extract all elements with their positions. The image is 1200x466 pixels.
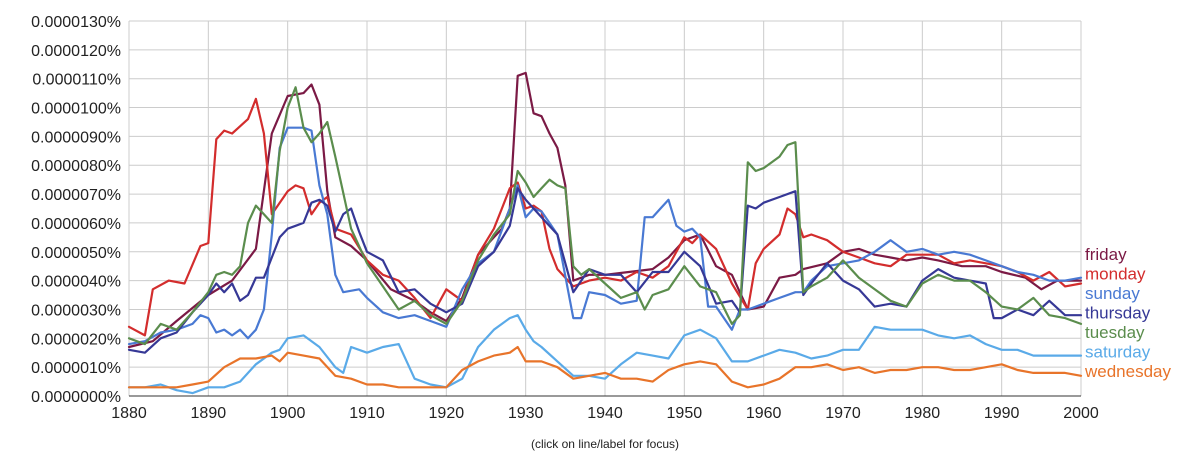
legend-label-saturday[interactable]: saturday bbox=[1085, 343, 1151, 362]
series-line-sunday[interactable] bbox=[127, 126, 1083, 346]
y-tick-label: 0.0000120% bbox=[31, 43, 121, 60]
y-tick-label: 0.0000100% bbox=[31, 101, 121, 118]
x-tick-label: 1890 bbox=[191, 405, 227, 422]
x-tick-label: 1900 bbox=[270, 405, 306, 422]
x-tick-label: 1920 bbox=[429, 405, 465, 422]
y-tick-label: 0.0000000% bbox=[31, 389, 121, 406]
x-tick-label: 2000 bbox=[1063, 405, 1099, 422]
x-tick-label: 1990 bbox=[984, 405, 1020, 422]
x-tick-label: 1980 bbox=[905, 405, 941, 422]
y-tick-label: 0.0000060% bbox=[31, 216, 121, 233]
y-tick-label: 0.0000070% bbox=[31, 187, 121, 204]
x-tick-label: 1950 bbox=[667, 405, 703, 422]
y-tick-label: 0.0000050% bbox=[31, 245, 121, 262]
y-tick-label: 0.0000030% bbox=[31, 302, 121, 319]
y-axis-ticks: 0.0000000% 0.0000010% 0.0000020% 0.0000030%… bbox=[31, 14, 121, 406]
series-line-thursday[interactable] bbox=[127, 187, 1083, 354]
x-tick-label: 1940 bbox=[587, 405, 623, 422]
focus-hint-caption: (click on line/label for focus) bbox=[531, 437, 679, 451]
legend-label-wednesday[interactable]: wednesday bbox=[1084, 362, 1172, 381]
series-line-monday[interactable] bbox=[127, 97, 1083, 337]
legend-label-thursday[interactable]: thursday bbox=[1085, 304, 1151, 323]
series-line-friday[interactable] bbox=[127, 71, 1083, 349]
x-tick-label: 1970 bbox=[825, 405, 861, 422]
legend[interactable]: fridaymondaysundaythursdaytuesdaysaturda… bbox=[1084, 245, 1172, 381]
legend-label-friday[interactable]: friday bbox=[1085, 245, 1127, 264]
y-tick-label: 0.0000110% bbox=[32, 72, 121, 89]
series-line-wednesday[interactable] bbox=[127, 345, 1083, 389]
x-tick-label: 1910 bbox=[349, 405, 385, 422]
x-tick-label: 1960 bbox=[746, 405, 782, 422]
series-line-saturday[interactable] bbox=[127, 314, 1083, 395]
legend-label-monday[interactable]: monday bbox=[1085, 265, 1146, 284]
y-tick-label: 0.0000130% bbox=[31, 14, 121, 31]
series-line-tuesday[interactable] bbox=[127, 86, 1083, 346]
x-tick-label: 1880 bbox=[111, 405, 147, 422]
series-lines[interactable] bbox=[127, 71, 1083, 395]
y-tick-label: 0.0000090% bbox=[31, 129, 121, 146]
y-tick-label: 0.0000020% bbox=[31, 331, 121, 348]
x-tick-label: 1930 bbox=[508, 405, 544, 422]
legend-label-tuesday[interactable]: tuesday bbox=[1085, 323, 1145, 342]
y-tick-label: 0.0000080% bbox=[31, 158, 121, 175]
y-tick-label: 0.0000040% bbox=[31, 274, 121, 291]
legend-label-sunday[interactable]: sunday bbox=[1085, 284, 1140, 303]
x-axis-ticks: 1880 1890 1900 1910 1920 1930 1940 1950 1960 1970… bbox=[111, 405, 1099, 422]
y-tick-label: 0.0000010% bbox=[31, 360, 121, 377]
